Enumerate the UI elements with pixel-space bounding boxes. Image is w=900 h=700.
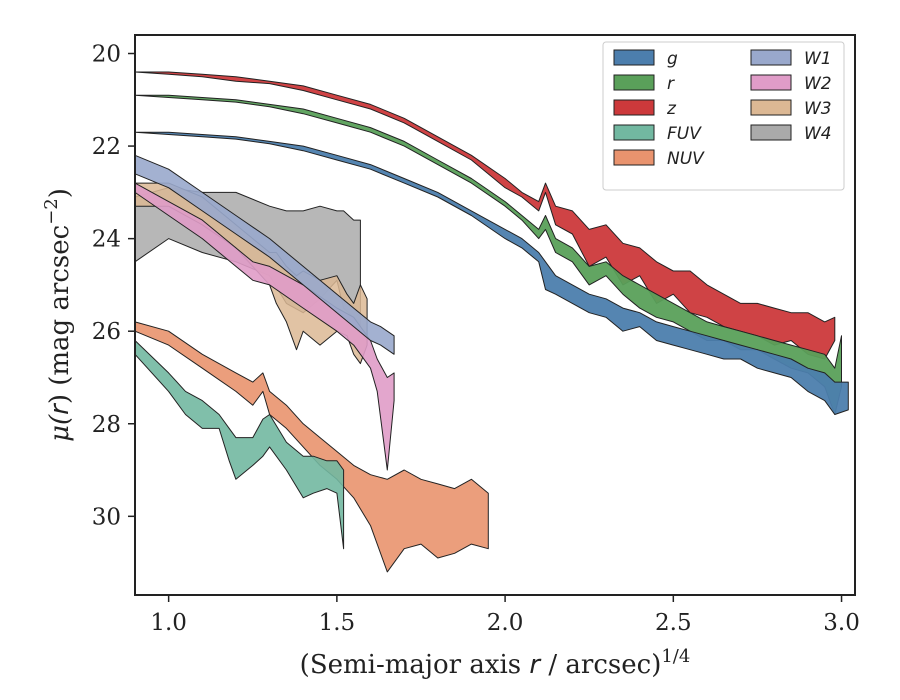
legend-label: NUV [667,149,705,169]
y-tick-label: 28 [92,412,121,438]
band-z [134,71,836,360]
legend-swatch [613,74,655,91]
legend-label: W4 [804,124,832,144]
legend-label: r [667,74,675,94]
legend-item-z: z [613,99,677,119]
band-w1 [134,154,395,355]
legend-swatch [750,74,792,91]
legend-item-nuv: NUV [613,149,705,169]
x-tick-label: 1.0 [150,610,187,636]
band-nuv [134,321,489,573]
plot-frame [134,34,856,596]
legend-item-w1: W1 [750,49,832,69]
band-g [134,131,849,415]
bands-layer [134,71,849,573]
band-fuv [134,340,345,550]
y-tick-label: 26 [92,319,121,345]
legend-item-w3: W3 [750,99,832,119]
legend-label: g [667,49,678,69]
y-tick-label: 22 [92,134,121,160]
legend-label: FUV [667,124,702,144]
legend-item-w2: W2 [750,74,832,94]
y-axis-title: μ(r) (mag arcsec−2) [41,188,75,442]
legend-swatch [613,124,655,141]
legend-label: W1 [804,49,832,69]
legend-item-r: r [613,74,675,94]
legend-item-w4: W4 [750,124,832,144]
band-r [134,94,842,415]
x-axis-title: (Semi-major axis r / arcsec)1/4 [300,646,691,680]
x-tick-label: 2.5 [655,610,692,636]
legend-swatch [750,124,792,141]
y-tick-label: 24 [92,227,121,253]
legend-label: W2 [804,74,832,94]
x-tick-label: 2.0 [487,610,524,636]
legend-swatch [750,49,792,66]
y-tick-label: 30 [92,504,121,530]
legend: grz FUV NUV W1 W2 W3 W4 [602,41,845,191]
y-axis-ticks: 20 22 24 26 28 30 [92,42,135,530]
legend-items: grz FUV NUV W1 W2 W3 W4 [613,49,832,169]
legend-item-g: g [613,49,678,69]
x-tick-label: 1.5 [319,610,356,636]
legend-label: z [666,99,677,119]
legend-swatch [613,99,655,116]
legend-label: W3 [804,99,832,119]
legend-item-fuv: FUV [613,124,702,144]
band-w2 [134,182,395,471]
legend-swatch [750,99,792,116]
legend-swatch [613,149,655,166]
x-axis-ticks: 1.0 1.5 2.0 2.5 3.0 [150,595,860,636]
x-tick-label: 3.0 [823,610,860,636]
y-tick-label: 20 [92,42,121,68]
legend-swatch [613,49,655,66]
